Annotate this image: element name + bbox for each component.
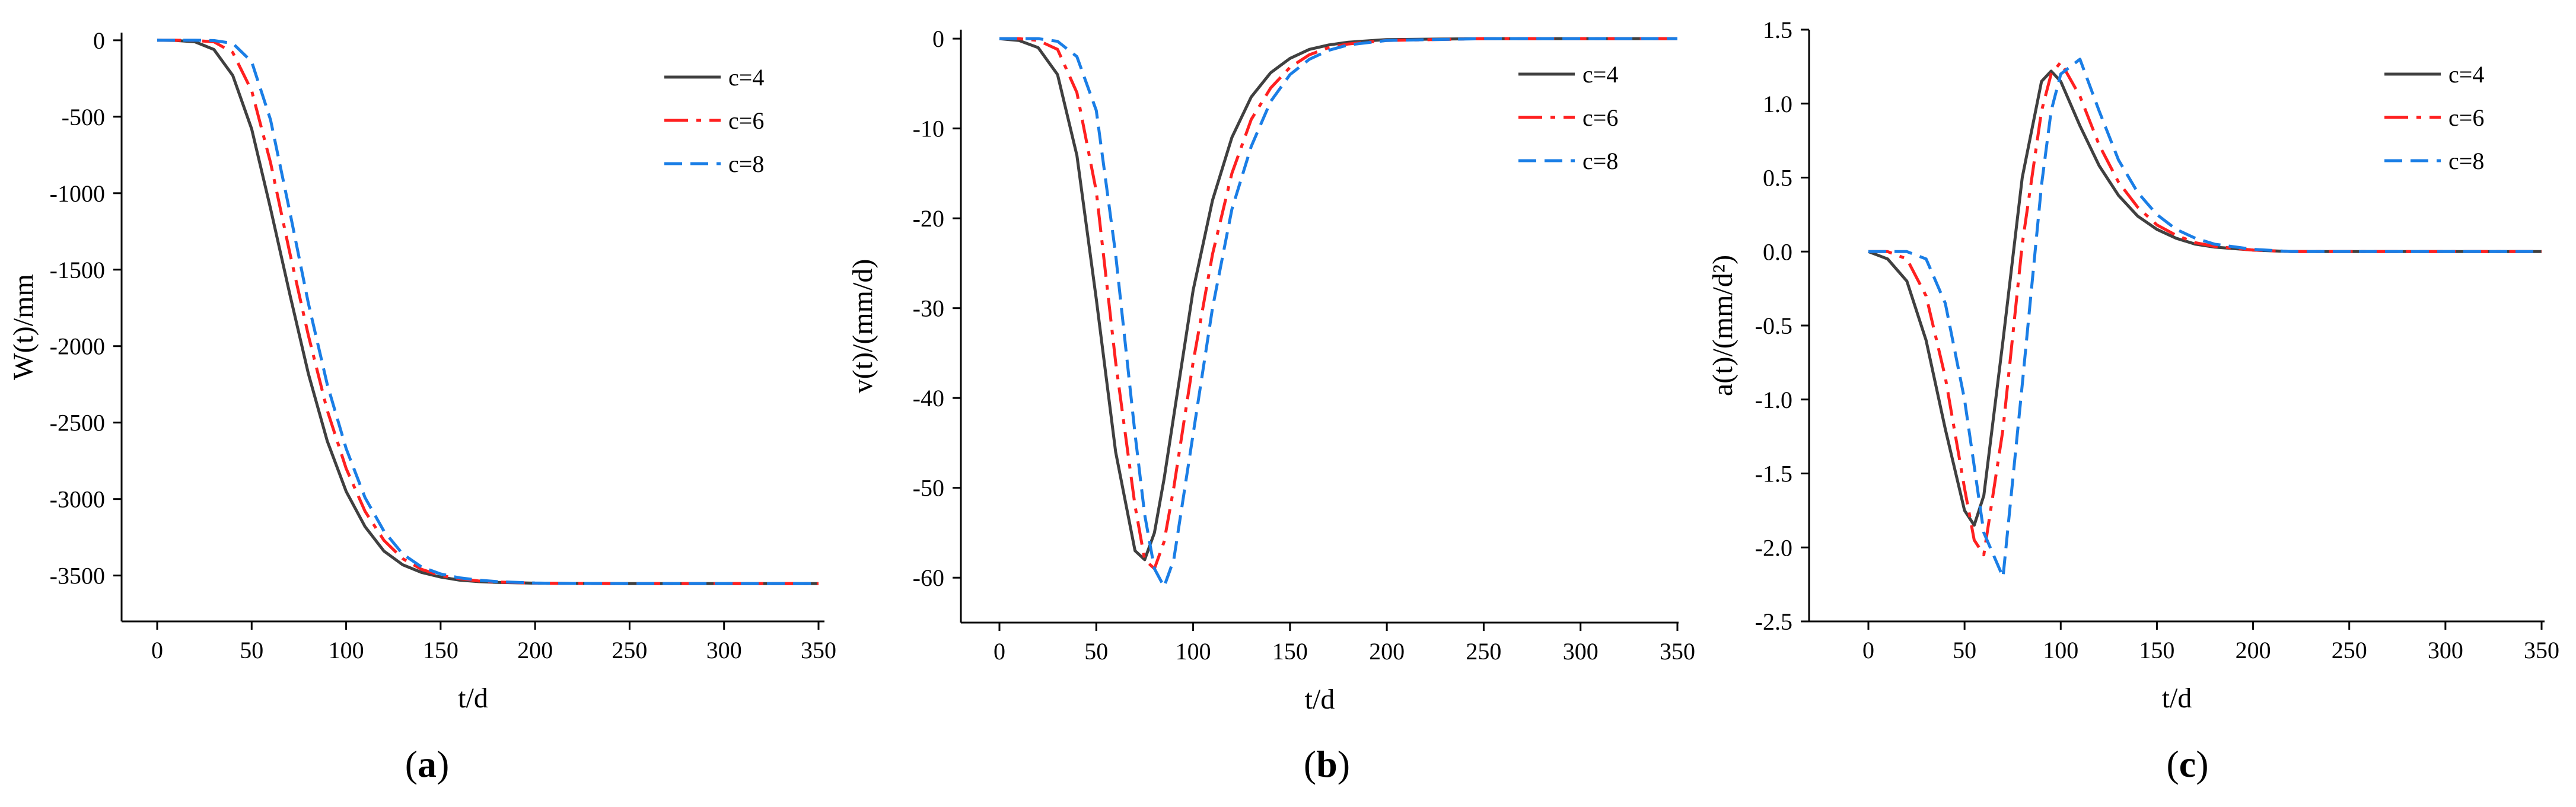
y-tick-label: -2000 [50, 333, 105, 360]
x-axis-label: t/d [1305, 684, 1335, 715]
x-tick-label: 100 [1176, 638, 1211, 665]
x-tick-label: 150 [423, 637, 458, 664]
caption-paren-close: ) [1338, 743, 1350, 785]
y-tick-label: -1500 [50, 257, 105, 283]
x-tick-label: 300 [2428, 637, 2463, 664]
caption-paren-open: ( [2166, 743, 2179, 785]
x-tick-label: 150 [2139, 637, 2174, 664]
legend-label: c=6 [1582, 104, 1618, 131]
caption-paren-close: ) [2196, 743, 2208, 785]
caption-paren-open: ( [405, 743, 418, 785]
x-tick-label: 300 [1563, 638, 1599, 665]
legend-label: c=4 [728, 64, 764, 91]
caption-letter: b [1316, 743, 1338, 785]
caption-letter: a [418, 743, 437, 785]
y-tick-label: 0.0 [1763, 238, 1792, 265]
x-tick-label: 0 [1862, 637, 1874, 664]
chart-panel-b: 0 50 100 150 200 250 300 350 0 -10 -20 -30 -40 -50 -60… [847, 25, 1695, 785]
y-tick-label: 0.5 [1763, 165, 1792, 192]
x-tick-label: 100 [2043, 637, 2078, 664]
legend-label: c=6 [2448, 104, 2484, 131]
y-tick-label: -50 [913, 475, 944, 502]
panel-caption: (a) [405, 743, 450, 785]
legend-label: c=8 [2448, 148, 2484, 174]
series-line-c6 [1868, 60, 2542, 557]
y-tick-label: -1.5 [1755, 461, 1792, 487]
x-tick-label: 150 [1272, 638, 1308, 665]
y-axis-label: v(t)/(mm/d) [847, 259, 878, 394]
panel-caption: (c) [2166, 743, 2208, 785]
y-tick-label: -0.5 [1755, 312, 1792, 339]
chart-panel-a: 0 50 100 150 200 250 300 350 0 -500 -1000 -1500 -200… [8, 27, 836, 785]
y-tick-label: -40 [913, 385, 944, 412]
series-line-c4 [999, 37, 1677, 562]
caption-paren-close: ) [437, 743, 449, 785]
x-tick-label: 50 [1953, 637, 1976, 664]
x-tick-label: 350 [1660, 638, 1695, 665]
y-tick-label: 0 [932, 25, 944, 52]
y-tick-label: -3500 [50, 563, 105, 589]
series-line-c8 [999, 37, 1677, 588]
x-tick-label: 100 [329, 637, 364, 664]
x-tick-label: 50 [240, 637, 263, 664]
chart-panel-c: 0 50 100 150 200 250 300 350 1.5 1.0 0.5 0.0 -0.5 -1.… [1707, 17, 2559, 785]
x-tick-label: 200 [1369, 638, 1405, 665]
x-axis-label: t/d [2162, 682, 2192, 714]
y-tick-label: -30 [913, 295, 944, 322]
x-tick-label: 250 [1466, 638, 1501, 665]
y-tick-label: 0 [93, 27, 105, 54]
y-tick-label: -2500 [50, 410, 105, 436]
x-tick-label: 0 [994, 638, 1005, 665]
x-tick-label: 0 [151, 637, 163, 664]
y-tick-label: -20 [913, 205, 944, 232]
y-tick-label: -1.0 [1755, 387, 1792, 413]
legend-label: c=8 [1582, 148, 1618, 174]
y-axis-label: a(t)/(mm/d²) [1707, 255, 1738, 396]
series-line-c4 [1868, 69, 2542, 527]
y-tick-label: -2.0 [1755, 534, 1792, 561]
legend-label: c=6 [728, 107, 764, 134]
x-axis-label: t/d [458, 682, 488, 714]
legend-label: c=4 [1582, 61, 1618, 88]
panel-caption: (b) [1304, 743, 1350, 785]
caption-paren-open: ( [1304, 743, 1316, 785]
caption-letter: c [2179, 743, 2196, 785]
y-tick-label: -1000 [50, 180, 105, 207]
y-tick-label: 1.5 [1763, 17, 1792, 43]
x-tick-label: 250 [2332, 637, 2367, 664]
y-tick-label: -60 [913, 564, 944, 591]
y-tick-label: -10 [913, 116, 944, 142]
y-axis-label: W(t)/mm [8, 274, 39, 380]
x-tick-label: 50 [1084, 638, 1108, 665]
legend-label: c=4 [2448, 61, 2484, 88]
series-line-c6 [999, 37, 1677, 570]
series-line-c8 [157, 39, 819, 585]
series-line-c8 [1868, 58, 2542, 579]
y-tick-label: -2.5 [1755, 608, 1792, 635]
series-line-c6 [157, 39, 819, 585]
y-tick-label: -3000 [50, 486, 105, 513]
x-tick-label: 200 [2236, 637, 2271, 664]
x-tick-label: 350 [801, 637, 836, 664]
legend-label: c=8 [728, 151, 764, 177]
y-tick-label: 1.0 [1763, 91, 1792, 117]
y-tick-label: -500 [62, 104, 105, 130]
x-tick-label: 350 [2524, 637, 2559, 664]
x-tick-label: 300 [706, 637, 742, 664]
x-tick-label: 200 [517, 637, 553, 664]
x-tick-label: 250 [612, 637, 647, 664]
